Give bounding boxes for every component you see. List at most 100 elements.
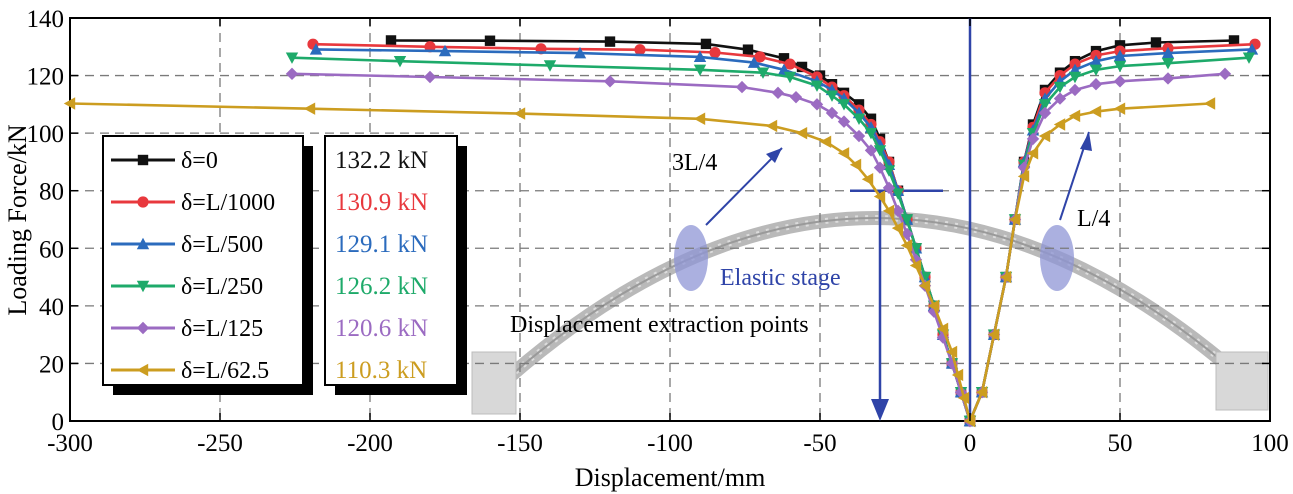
y-tick-label: 40 <box>39 294 64 321</box>
series-5-left-point <box>882 204 895 218</box>
legend-marker-5 <box>136 363 149 377</box>
series-3-left-point <box>891 188 905 200</box>
series-4-left-point <box>735 80 749 94</box>
series-4-right-point <box>1068 83 1082 97</box>
series-4-left-point <box>603 75 617 88</box>
series-4-left-point <box>810 98 824 111</box>
series-5-left-point <box>936 322 949 336</box>
series-0-left-point <box>796 61 808 73</box>
series-3-left-point <box>825 90 839 102</box>
series-3-right-point <box>1089 64 1103 77</box>
series-5-left-point <box>861 173 874 186</box>
series-5-right-point <box>987 328 1000 341</box>
series-5-left-point <box>513 107 526 120</box>
series-5-right-point <box>1026 147 1039 160</box>
series-5-left-point <box>900 239 913 252</box>
series-1-left-point <box>754 51 766 63</box>
series-4-left-point <box>891 204 905 218</box>
series-3-left-point <box>693 64 707 77</box>
series-2-right-point <box>1161 46 1175 59</box>
series-3-left-point <box>393 55 407 68</box>
series-4-right-point <box>1218 67 1232 81</box>
series-3-left-point <box>543 60 557 72</box>
legend-box <box>102 135 304 386</box>
legend-marker-4 <box>136 321 150 335</box>
series-4-right-point <box>1038 106 1052 120</box>
peak-box <box>324 135 458 386</box>
series-4-left-point <box>825 106 839 120</box>
x-tick-label: -250 <box>197 430 243 457</box>
x-tick-label: 50 <box>1108 430 1133 457</box>
x-tick-label: -150 <box>497 430 543 457</box>
extraction-point-left <box>674 225 708 291</box>
series-3-left-point <box>810 80 824 92</box>
annotation-l4: L/4 <box>1077 206 1110 232</box>
left-support <box>471 351 517 415</box>
series-4-left-point <box>771 86 785 100</box>
series-1-left-point <box>709 46 721 59</box>
series-3-left-point <box>783 71 797 84</box>
legend-label-4: δ=L/125 <box>181 316 263 342</box>
series-3-right-point <box>1053 81 1067 94</box>
y-tick-label: 100 <box>27 121 65 148</box>
series-0-left-point <box>865 113 877 124</box>
y-tick-label: 60 <box>39 236 64 263</box>
peak-value-2: 129.1 kN <box>335 231 428 258</box>
x-axis-label: Displacement/mm <box>575 463 766 492</box>
peak-value-1: 130.9 kN <box>335 189 428 216</box>
series-4-right-point <box>1026 132 1040 146</box>
series-4-left-point <box>423 70 437 84</box>
legend-marker-3 <box>136 280 150 293</box>
y-tick-label: 20 <box>39 351 64 378</box>
x-tick-label: -50 <box>803 430 836 457</box>
series-4-left-point <box>837 115 851 128</box>
series-0-right-point <box>1114 40 1126 51</box>
peak-value-0: 132.2 kN <box>335 147 428 174</box>
series-0-left-point <box>604 36 616 47</box>
series-2-right-point <box>1245 43 1259 55</box>
legend-marker-0 <box>137 154 149 166</box>
series-5-left-point <box>837 147 850 160</box>
series-5-left-point <box>909 259 922 272</box>
series-3-right-point <box>1068 71 1082 84</box>
series-5-right-point <box>1113 102 1126 115</box>
series-5-left-point <box>819 135 832 148</box>
legend-label-3: δ=L/250 <box>181 274 263 300</box>
series-2-left-point <box>573 46 587 59</box>
series-5-left-line <box>69 102 972 422</box>
series-4-right-point <box>1089 78 1103 91</box>
series-3-left-point <box>873 145 887 157</box>
series-3-right-point <box>1038 99 1052 111</box>
series-5-right-point <box>1089 105 1102 118</box>
series-2-right-point <box>1113 49 1127 62</box>
series-3-right-point <box>1161 57 1175 70</box>
series-3-left-point <box>882 165 896 177</box>
series-5-left-point <box>951 368 964 382</box>
series-5-right-point <box>1053 118 1066 131</box>
peak-value-5: 110.3 kN <box>335 357 427 384</box>
y-axis-label: Loading Force/kN <box>3 124 32 316</box>
x-tick-label: 0 <box>964 430 977 457</box>
annotations: 3L/4 L/4 Elastic stage Displacement extr… <box>510 150 1110 338</box>
series-5-right-point <box>1068 109 1081 123</box>
series-1-left-point <box>784 58 796 70</box>
series-3-left-point <box>900 214 914 226</box>
series-5-left-point <box>918 279 931 292</box>
series-0-left-point <box>742 44 754 55</box>
x-axis-ticks: -300 -250 -200 -150 -100 -50 0 50 100 <box>47 18 1289 457</box>
series-2-left-point <box>309 43 323 55</box>
series-group <box>63 35 1261 428</box>
series-4-right-point <box>1053 92 1067 105</box>
series-5-left-point <box>891 221 904 235</box>
right-support <box>1215 351 1269 411</box>
series-0-left-point <box>484 35 496 46</box>
series-3-left-point <box>852 113 866 125</box>
legend-marker-1 <box>137 196 149 208</box>
series-4-left-point <box>285 67 299 81</box>
arrow-3l4-head <box>766 148 782 163</box>
legend: δ=0 δ=L/1000 δ=L/500 δ=L/250 δ=L/125 δ=L/62.5 <box>102 135 313 395</box>
series-5-left-point <box>945 345 958 359</box>
series-0-right-point <box>1228 35 1240 46</box>
series-0-left-point <box>853 99 865 110</box>
